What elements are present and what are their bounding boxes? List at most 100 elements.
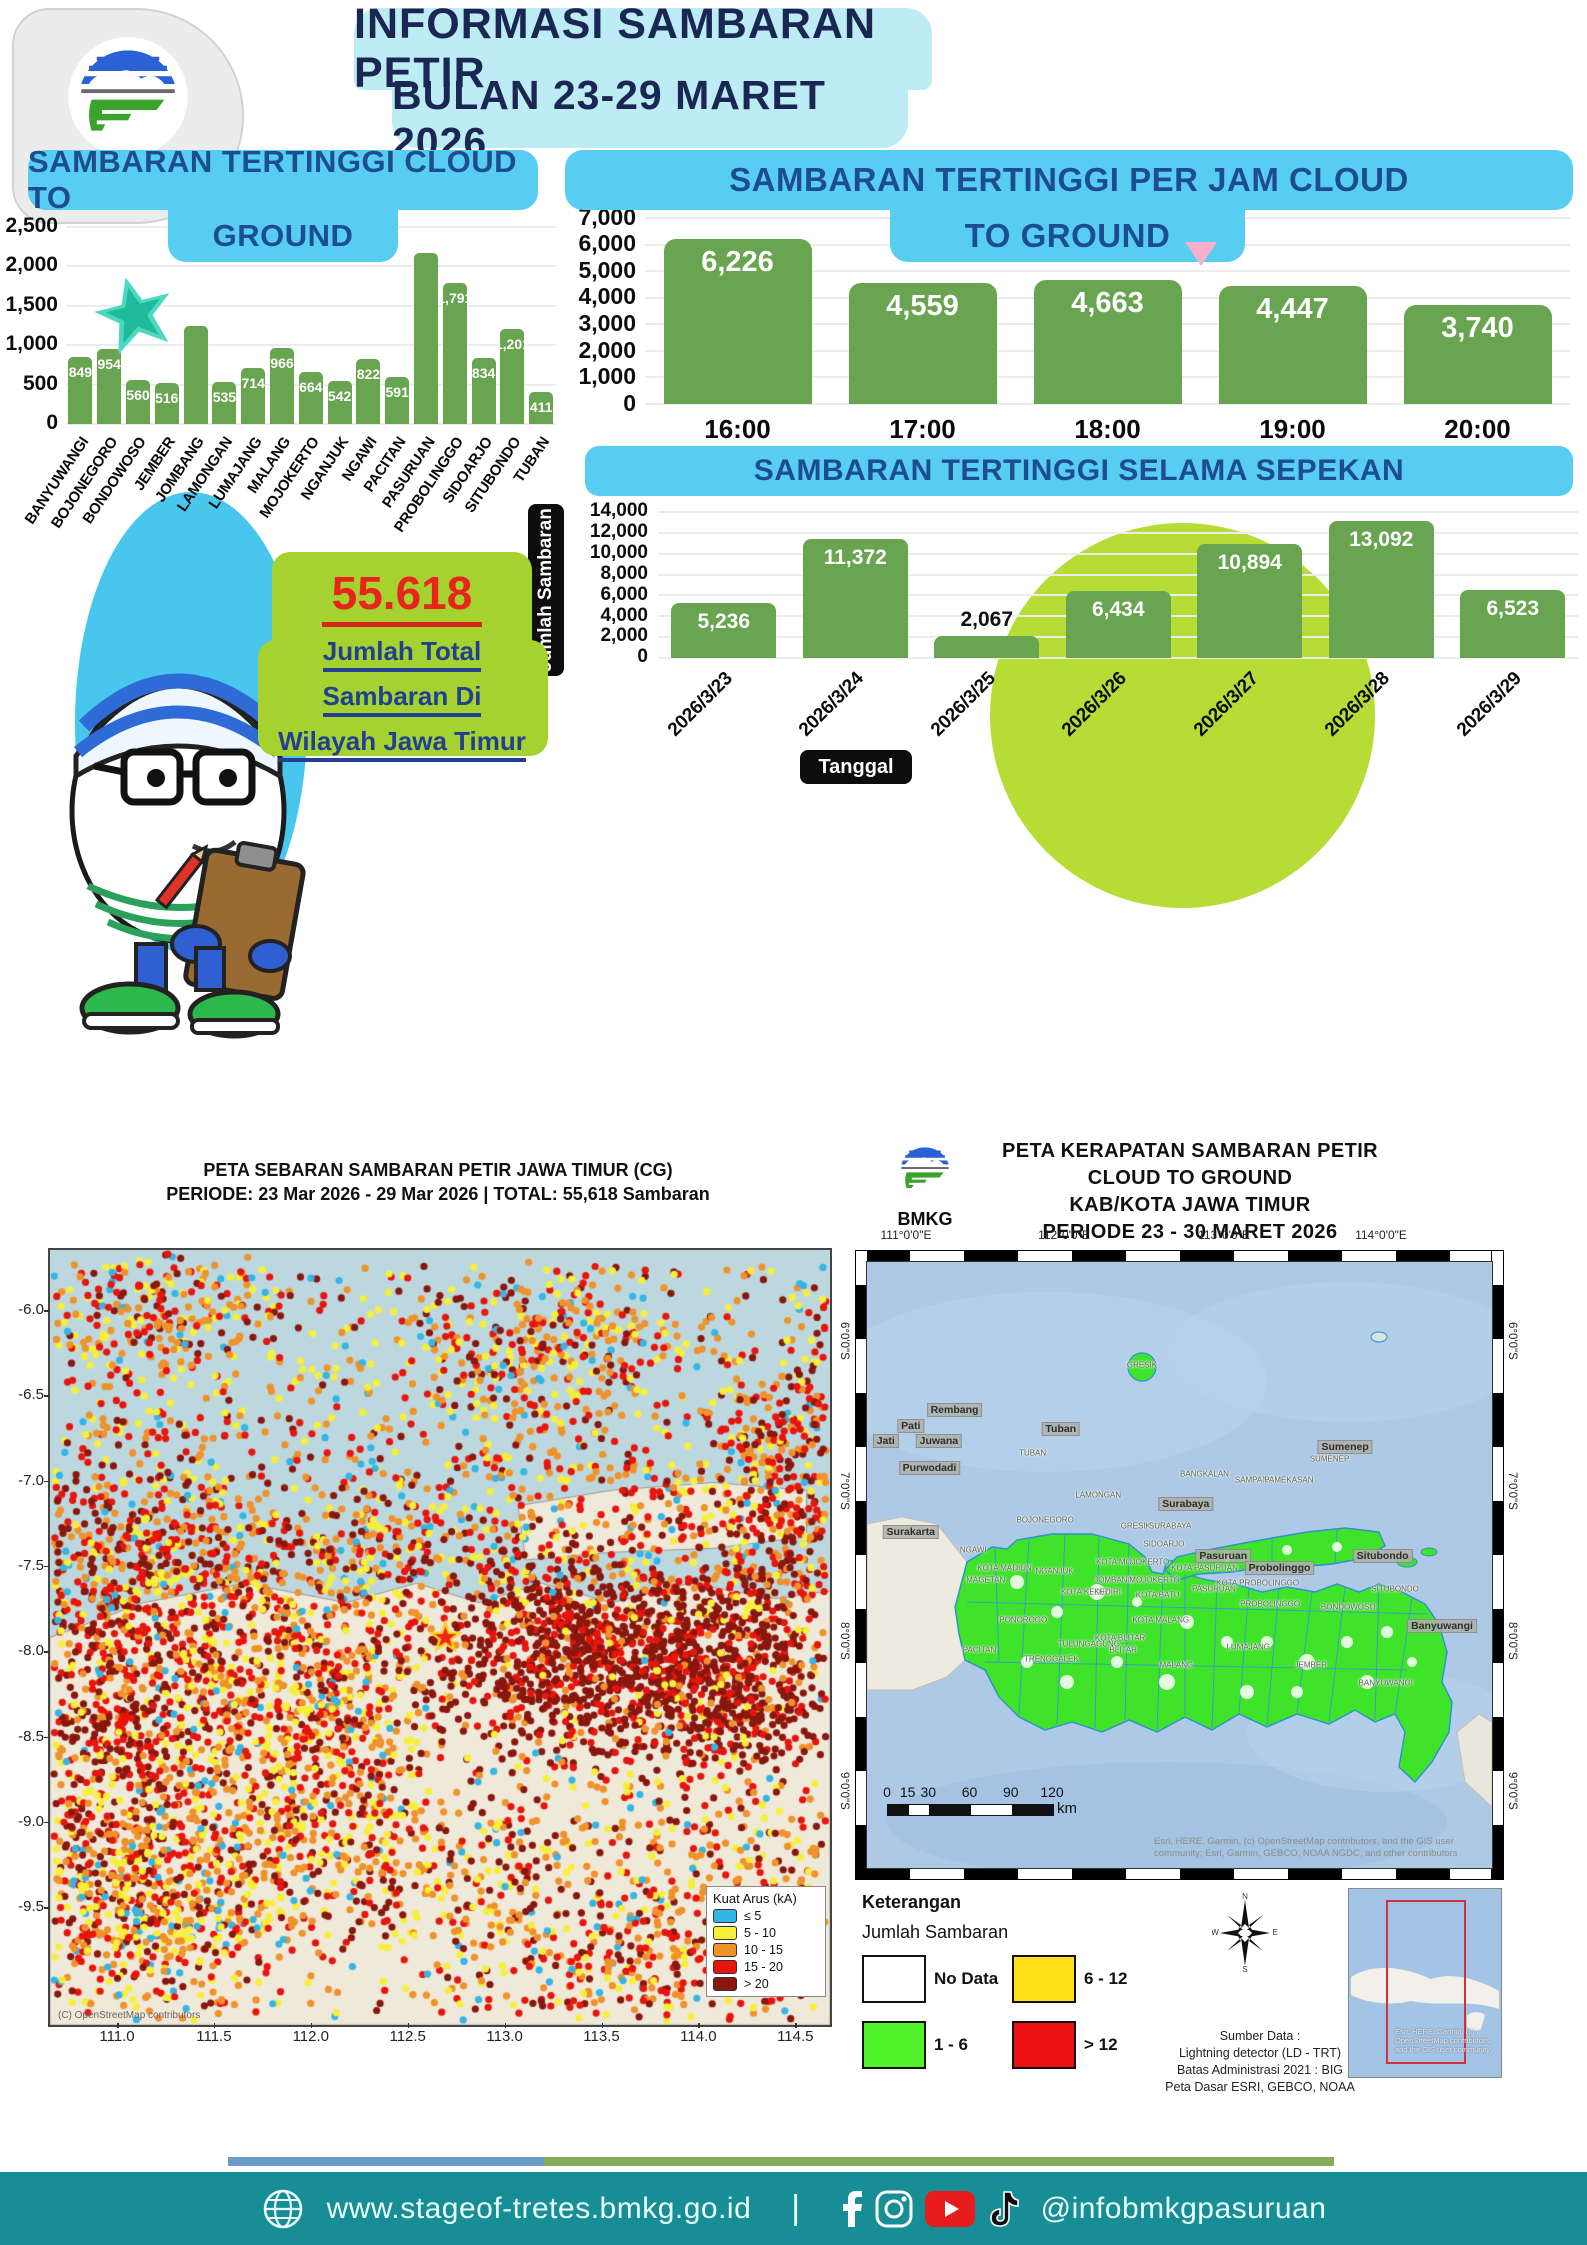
youtube-icon[interactable] <box>924 2190 975 2227</box>
region-label: SITUBONDO <box>1371 1584 1419 1594</box>
instagram-icon[interactable] <box>875 2190 913 2228</box>
gridline <box>658 573 1578 576</box>
region-label: KOTA PASURUAN <box>1171 1563 1238 1573</box>
scale-segment <box>908 1805 930 1815</box>
city-badge: Banyuwangi <box>1407 1618 1477 1633</box>
bar <box>327 381 352 424</box>
bar <box>270 347 294 424</box>
bar-value-label: 411 <box>529 398 553 415</box>
density-lat-label: 9°0'0"S <box>1506 1772 1518 1810</box>
facebook-icon[interactable] <box>841 2190 863 2227</box>
legend-label: 15 - 20 <box>744 1960 783 1974</box>
esri-line2: community; Esri, Garmin, GEBCO, NOAA NGD… <box>1154 1848 1458 1859</box>
region-label: SAMPANG <box>1234 1475 1275 1485</box>
density-title-3: KAB/KOTA JAWA TIMUR <box>1069 1194 1311 1216</box>
scale-tick-label: 120 <box>1040 1784 1064 1800</box>
y-axis-tick: 0 <box>637 646 648 668</box>
gridline <box>658 657 1578 659</box>
footer-handle[interactable]: @infobmkgpasuruan <box>1040 2191 1327 2225</box>
bar <box>68 357 93 424</box>
density-lon-label: 112°0'0"E <box>1038 1228 1090 1242</box>
source-line1: Sumber Data : <box>1219 2029 1301 2043</box>
legend-label: 1 - 6 <box>934 2035 969 2054</box>
city-badge: Sumenep <box>1317 1439 1373 1454</box>
bar-value-label: 714 <box>241 374 265 391</box>
y-axis-tick: 1,000 <box>5 332 58 356</box>
scatter-map-title-line2: PERIODE: 23 Mar 2026 - 29 Mar 2026 | TOT… <box>166 1184 710 1204</box>
esri-line1: Esri, HERE, Garmin, (c) OpenStreetMap co… <box>1154 1836 1454 1847</box>
y-axis-tick: 10,000 <box>589 541 648 563</box>
footer-website-link[interactable]: www.stageof-tretes.bmkg.go.id <box>326 2191 752 2225</box>
tiktok-icon[interactable] <box>987 2190 1019 2228</box>
bar <box>500 329 525 424</box>
chart-perjam-heading-line1: SAMBARAN TERTINGGI PER JAM CLOUD <box>565 150 1573 210</box>
lon-tick: 112.5 <box>389 2028 426 2045</box>
bar-value-label: 822 <box>356 366 381 383</box>
scale-segment <box>970 1805 1012 1815</box>
lon-tick-mark <box>213 2023 216 2028</box>
region-label: JOMBANG <box>1094 1575 1134 1585</box>
inset-attribution: Esri, HERE, Garmin, (c) OpenStreetMap co… <box>1395 2027 1492 2054</box>
legend-color-chip <box>713 1926 737 1940</box>
lime-circle-decoration <box>990 523 1375 908</box>
bar <box>671 603 777 658</box>
legend-row: 5 - 10 <box>713 1926 819 1940</box>
bar <box>212 381 237 424</box>
footer: www.stageof-tretes.bmkg.go.id | @infobmk… <box>0 2172 1587 2245</box>
gridline <box>66 423 556 425</box>
lat-tick-mark <box>44 1395 49 1397</box>
lon-tick-mark <box>698 2023 700 2028</box>
bar-value-label: 516 <box>155 390 179 407</box>
total-line3: Wilayah Jawa Timur <box>278 726 526 762</box>
bar <box>126 379 150 424</box>
lat-tick: -6.5 <box>18 1386 44 1404</box>
lon-tick-mark <box>310 2023 313 2028</box>
lat-tick: -7.5 <box>18 1556 44 1574</box>
region-label: PACITAN <box>962 1645 997 1655</box>
region-label: GRESIK <box>1126 1360 1158 1370</box>
lon-tick-mark <box>117 2023 119 2028</box>
density-lat-label: 7°0'0"S <box>1506 1472 1518 1510</box>
bar-value-label: 542 <box>327 388 352 405</box>
density-title-1: PETA KERAPATAN SAMBARAN PETIR <box>1001 1140 1379 1162</box>
density-map[interactable]: GRESIK TUBAN LAMONGAN BOJONEGORO NGAWI BANGKA… <box>866 1261 1493 1869</box>
bar <box>848 282 997 404</box>
bar-value-label: 10,894 <box>1217 551 1282 575</box>
bar-value-label: 6,523 <box>1486 596 1540 620</box>
region-label: MOJOKERTO <box>1129 1575 1180 1585</box>
total-value: 55.618 <box>321 560 483 627</box>
region-label: KOTA PROBOLINGGO <box>1216 1578 1300 1588</box>
lat-tick-mark <box>44 1310 49 1312</box>
y-axis-tick: 4,000 <box>578 283 636 310</box>
y-axis-tick: 500 <box>22 371 58 395</box>
divider-green <box>544 2157 1334 2166</box>
scale-bar: 0 15 30 60 90 120 km <box>883 1784 1107 1830</box>
page-title-line2: BULAN 23-29 MARET 2026 <box>392 72 826 165</box>
legend-entry: No Data <box>862 1955 1012 2003</box>
bar-value-label: 1,201 <box>494 336 530 353</box>
legend-heading1: Keterangan <box>862 1892 962 1912</box>
y-axis-tick: 6,000 <box>600 583 648 605</box>
bar <box>298 371 323 424</box>
y-axis-tick: 0 <box>623 389 636 416</box>
scatter-map[interactable]: (C) OpenStreetMap contributors Kuat Arus… <box>48 1248 832 2027</box>
gridline <box>66 304 556 307</box>
bar-value-label: 13,092 <box>1349 528 1414 552</box>
bar <box>241 367 266 424</box>
chart-cg-heading-text2: GROUND <box>212 218 354 253</box>
lon-tick: 114.5 <box>777 2028 814 2045</box>
bar <box>802 539 908 658</box>
region-label: MALANG <box>1159 1660 1194 1670</box>
lon-tick: 111.5 <box>196 2028 232 2045</box>
category-label-text: 2026/3/29 <box>1452 668 1526 741</box>
esri-attribution: Esri, HERE, Garmin, (c) OpenStreetMap co… <box>1154 1836 1484 1860</box>
legend-entry: > 12 <box>1012 2021 1162 2069</box>
lon-tick: 111.0 <box>99 2028 135 2045</box>
legend-label: 10 - 15 <box>744 1943 783 1957</box>
bar <box>414 253 438 424</box>
lat-tick-mark <box>44 1651 49 1653</box>
source-line3: Batas Administrasi 2021 : BIG <box>1176 2063 1344 2077</box>
density-lat-label: 8°0'0"S <box>838 1622 850 1660</box>
bar-value-label: 834 <box>471 365 496 382</box>
scatter-dots-canvas <box>50 1250 830 2025</box>
